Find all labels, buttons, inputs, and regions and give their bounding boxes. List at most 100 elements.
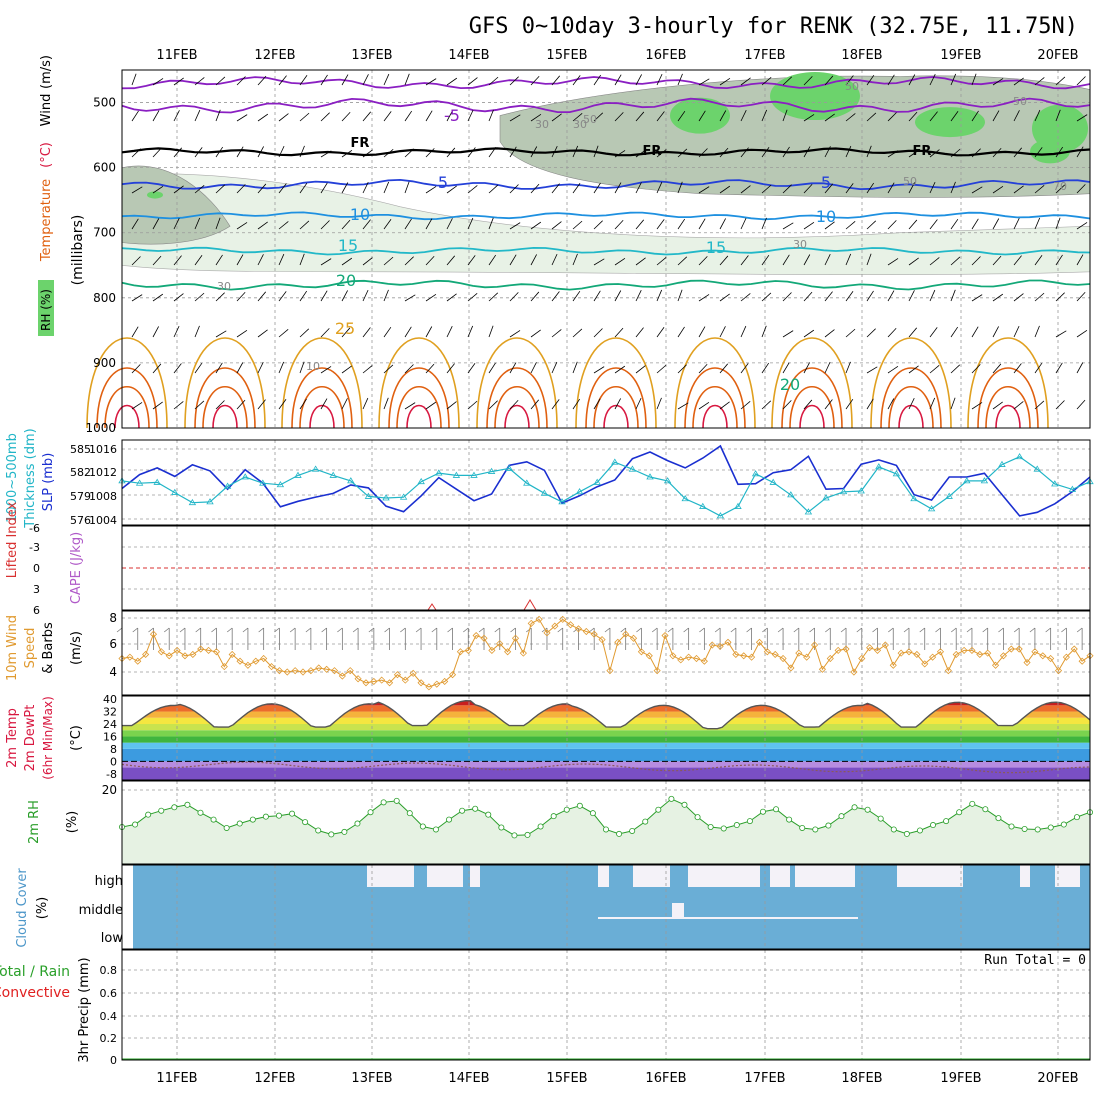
wind-barb — [908, 327, 918, 338]
wind-barb — [404, 364, 414, 374]
wind-barb — [194, 184, 205, 194]
date-label: 13FEB — [351, 1071, 392, 1086]
wind-barb-flag — [242, 627, 249, 633]
wind-barb — [1076, 254, 1084, 266]
sounding-frame — [121, 69, 1091, 429]
wind-barb — [824, 221, 835, 230]
wind-barb — [1034, 184, 1045, 194]
temp-band — [122, 742, 1090, 749]
wind-speed-point — [401, 676, 409, 684]
wind-barb — [320, 258, 332, 266]
wind-barb — [404, 402, 416, 410]
surface-isotherms — [86, 337, 1049, 429]
surface-isotherm-arch — [504, 404, 530, 429]
wind-barb — [320, 150, 332, 158]
wind-barb — [593, 398, 601, 410]
pressure-tick-label: 900 — [93, 356, 116, 370]
wind-speed-point — [535, 615, 543, 623]
slp-axis-label: SLP (mb) — [41, 453, 56, 512]
wind-barb — [194, 255, 203, 266]
temp-tick-label: 16 — [103, 730, 117, 743]
wind-barb-flag — [856, 627, 863, 633]
wind-barb — [341, 365, 352, 374]
wind-barb — [866, 398, 874, 410]
thickness-tick-label: 585 — [70, 443, 91, 456]
wind-barb — [698, 326, 706, 338]
thickness-point — [628, 465, 637, 472]
wind-barb — [656, 256, 667, 266]
wind-speed-point — [283, 668, 291, 676]
pressure-axis-label: (millibars) — [70, 215, 86, 286]
wind-barb — [446, 218, 453, 230]
wind-speed-point — [645, 652, 653, 660]
isotherm-line — [121, 279, 1091, 291]
wind-barb — [761, 362, 770, 374]
thickness-point — [505, 464, 513, 471]
wind-barb — [761, 292, 772, 302]
thickness-point — [963, 477, 971, 484]
wind-speed-point — [936, 648, 945, 656]
wind-speed-point — [1023, 658, 1031, 667]
surface-isotherm-arch — [476, 337, 558, 429]
wind-barb — [257, 146, 264, 158]
wind-barb — [761, 109, 768, 122]
wind-barb — [593, 366, 605, 374]
cloud-unit-label: (%) — [35, 897, 50, 920]
wind-barb — [320, 366, 332, 374]
wind-barb — [803, 291, 813, 302]
wind-barb — [257, 75, 267, 86]
rh2m-point — [786, 816, 793, 823]
wind-barb — [467, 363, 476, 374]
wind-barb — [950, 148, 961, 158]
wind-barb — [509, 362, 517, 374]
wind-barb — [572, 328, 583, 338]
rh2m-point — [916, 827, 923, 834]
temp2m-frame — [121, 695, 1091, 781]
wind-barb-flag — [935, 627, 941, 633]
thickness-point — [734, 502, 742, 509]
wind-barb — [593, 74, 602, 86]
rh2m-point — [1008, 823, 1015, 830]
rh2m-point — [563, 806, 570, 813]
wind-barb-flag — [746, 627, 752, 633]
li-tick-label: -3 — [29, 541, 40, 554]
wind-barb — [320, 328, 330, 338]
wind-speed-point — [346, 667, 354, 675]
thickness-axis-label-unit: Thickness (dm) — [23, 428, 38, 528]
pressure-tick-label: 500 — [93, 96, 116, 110]
wind-barb — [950, 326, 959, 338]
wind-barb — [803, 221, 815, 230]
rh2m-point — [838, 813, 845, 820]
pressure-tick-label: 700 — [93, 226, 116, 240]
wind-barb — [488, 146, 497, 158]
wind-barb — [530, 399, 540, 410]
surface-isotherm-arch — [585, 367, 647, 429]
wind-speed-point — [574, 625, 583, 633]
rh2m-point — [903, 830, 910, 837]
wind-barb — [530, 221, 542, 230]
thickness-point — [716, 512, 725, 519]
wind-barb — [740, 400, 751, 410]
wind-speed-point — [1054, 667, 1063, 675]
wind-barb — [971, 218, 979, 230]
wind-barb — [614, 182, 622, 194]
date-axis-top: 11FEB 12FEB 13FEB 14FEB 15FEB 16FEB 17FEB 18FEB… — [156, 48, 1078, 63]
wind-barb — [866, 74, 875, 86]
rh2m-point — [302, 819, 309, 826]
minmax-axis-label: (6hr Min/Max) — [41, 696, 55, 780]
surface-isotherm-arch — [799, 404, 825, 429]
wind-barb — [635, 74, 642, 86]
wind-barb — [887, 398, 895, 410]
wind-barb — [719, 401, 730, 410]
wind-barb — [866, 220, 877, 230]
wind-speed-point — [763, 648, 771, 656]
wind-speed-point — [559, 615, 567, 623]
wind-barb — [173, 147, 183, 158]
wind-barb — [761, 147, 770, 158]
wind-barb — [971, 326, 979, 338]
wind-barb — [509, 184, 519, 194]
wind-speed-axis-label: Speed — [23, 628, 38, 669]
wind-barb — [950, 364, 961, 374]
wind-barb — [761, 217, 767, 230]
thickness-point — [135, 479, 144, 486]
